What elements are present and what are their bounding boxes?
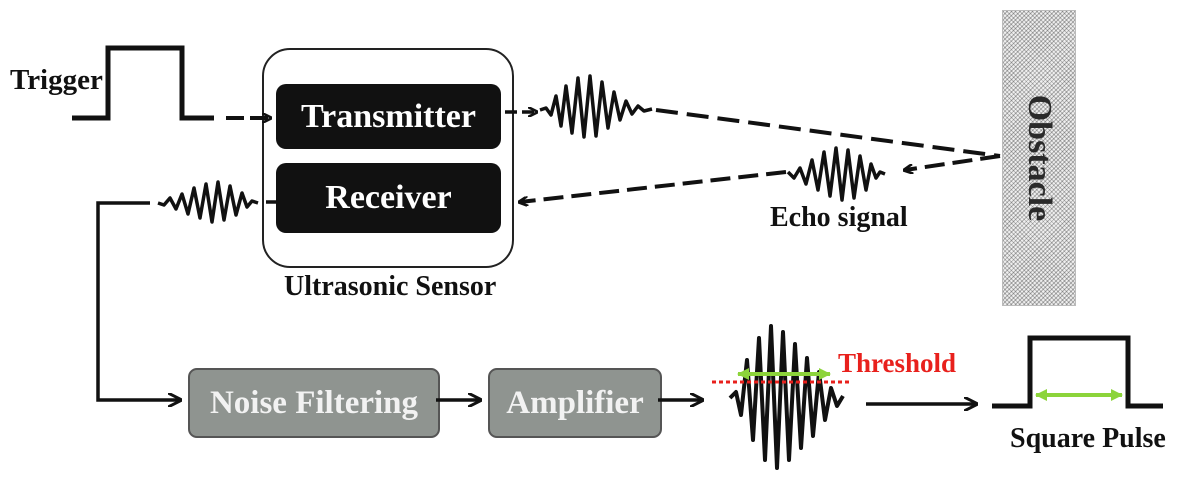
received-wave bbox=[157, 180, 259, 224]
echo-dashed-line bbox=[520, 170, 787, 202]
transmitter-block: Transmitter bbox=[276, 84, 501, 149]
obstacle-wall: Obstacle bbox=[1002, 10, 1076, 306]
sensor-label: Ultrasonic Sensor bbox=[284, 271, 497, 302]
square-pulse bbox=[992, 335, 1163, 409]
noise-filtering-block: Noise Filtering bbox=[188, 368, 440, 438]
outgoing-dashed-line bbox=[655, 108, 1001, 158]
trigger-label: Trigger bbox=[10, 64, 103, 96]
transmit-wave bbox=[539, 74, 653, 139]
trigger-pulse bbox=[72, 45, 214, 121]
threshold-label: Threshold bbox=[838, 348, 957, 378]
receiver-path bbox=[96, 201, 180, 400]
echo-wave bbox=[786, 146, 886, 202]
receiver-block: Receiver bbox=[276, 163, 501, 233]
echo-signal-label: Echo signal bbox=[770, 202, 908, 233]
echo-dashed-in bbox=[905, 154, 1001, 170]
square-pulse-label: Square Pulse bbox=[1010, 423, 1166, 454]
amplifier-block: Amplifier bbox=[488, 368, 662, 438]
amplified-wave bbox=[728, 324, 845, 470]
